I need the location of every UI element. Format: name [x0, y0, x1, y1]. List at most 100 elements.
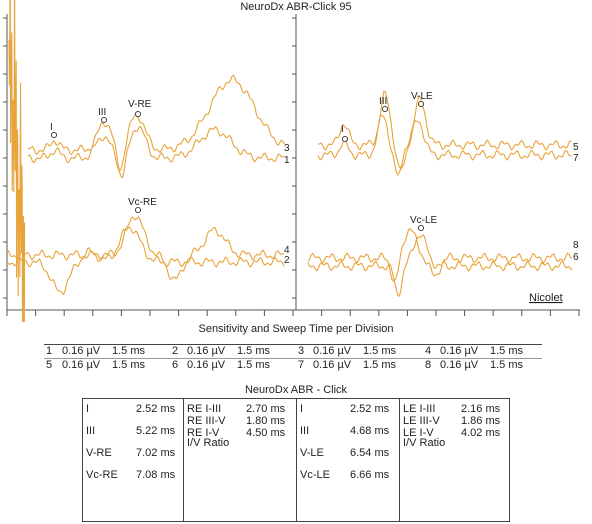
sweep-time-value: 1.5 ms: [112, 359, 146, 371]
trace-7: [317, 114, 572, 177]
sensitivity-value: 0.16 µV: [187, 345, 226, 357]
nicolet-watermark: Nicolet: [529, 292, 563, 304]
le-interval-label: LE I-V: [403, 427, 434, 439]
sweep-time-value: 1.5 ms: [363, 359, 397, 371]
re-interval-value: 1.80 ms: [246, 415, 286, 427]
trace-5: [317, 90, 572, 170]
le-iv-ratio-label: I/V Ratio: [403, 437, 446, 449]
re-latency-label: III: [86, 425, 96, 437]
sweep-time-value: 1.5 ms: [112, 345, 146, 357]
re-interval-value: 4.50 ms: [246, 427, 286, 439]
le-latency-value: 6.54 ms: [350, 447, 390, 459]
channel-number: 8: [425, 359, 432, 371]
peak-marker-I-RE: [50, 131, 58, 139]
re-latency-column: I 2.52 ms III 5.22 ms V-RE 7.02 ms Vc-RE…: [83, 399, 184, 521]
le-latency-label: III: [300, 425, 310, 437]
channel-number: 7: [298, 359, 305, 371]
le-latency-label: Vc-LE: [300, 469, 330, 481]
sensitivity-value: 0.16 µV: [440, 359, 479, 371]
sweep-time-value: 1.5 ms: [363, 345, 397, 357]
le-latency-column: I 2.52 ms III 4.68 ms V-LE 6.54 ms Vc-LE…: [296, 399, 400, 521]
window-title: NeuroDx ABR-Click 95: [240, 1, 352, 13]
peak-marker-Vc-RE: [134, 206, 142, 214]
trace-3: [27, 74, 285, 173]
peak-label-V-LE: V-LE: [411, 91, 433, 102]
sweep-time-value: 1.5 ms: [490, 345, 524, 357]
trace-number-3: 3: [284, 143, 290, 154]
peak-label-V-RE: V-RE: [128, 99, 152, 110]
waveform-traces: [7, 0, 573, 322]
peak-marker-I-LE: [341, 135, 349, 143]
re-latency-label: Vc-RE: [86, 469, 118, 481]
trace-2: [7, 226, 285, 296]
sensitivity-caption: Sensitivity and Sweep Time per Division: [198, 323, 394, 335]
x-ticks: [6, 310, 580, 316]
le-latency-value: 6.66 ms: [350, 469, 390, 481]
sensitivity-value: 0.16 µV: [62, 359, 101, 371]
peak-label-I-RE: I: [50, 122, 53, 133]
sensitivity-value: 0.16 µV: [62, 345, 101, 357]
results-title: NeuroDx ABR - Click: [244, 384, 348, 396]
peak-marker-V-LE: [417, 100, 425, 108]
trace-4: [7, 216, 285, 280]
trace-number-5: 5: [573, 142, 579, 153]
trace-number-4: 4: [284, 245, 290, 256]
sweep-time-value: 1.5 ms: [237, 345, 271, 357]
re-interval-value: 2.70 ms: [246, 403, 286, 415]
sensitivity-row-1: 1 0.16 µV 1.5 ms 2 0.16 µV 1.5 ms 3 0.16…: [0, 345, 592, 358]
re-interval-label: RE III-V: [187, 415, 226, 427]
re-interval-column: RE I-III 2.70 ms RE III-V 1.80 ms RE I-V…: [183, 399, 297, 521]
abr-waveform-plot: I III V-RE Vc-RE I III V-LE Vc-LE 3 1 4 …: [3, 0, 580, 322]
sensitivity-rule: [44, 344, 542, 345]
peak-marker-Vc-LE: [417, 224, 425, 232]
trace-number-7: 7: [573, 153, 579, 164]
re-latency-label: V-RE: [86, 447, 112, 459]
sweep-time-value: 1.5 ms: [490, 359, 524, 371]
channel-number: 6: [172, 359, 179, 371]
channel-number: 1: [46, 345, 53, 357]
le-interval-value: 2.16 ms: [461, 403, 501, 415]
le-latency-label: I: [300, 403, 304, 415]
re-interval-label: RE I-III: [187, 403, 222, 415]
stimulus-artifact-trace: [8, 0, 26, 322]
le-latency-value: 2.52 ms: [350, 403, 390, 415]
trace-1: [27, 125, 285, 179]
re-latency-value: 5.22 ms: [136, 425, 176, 437]
trace-number-8: 8: [573, 240, 579, 251]
re-interval-label: RE I-V: [187, 427, 220, 439]
peak-label-Vc-RE: Vc-RE: [128, 197, 157, 208]
sensitivity-value: 0.16 µV: [313, 359, 352, 371]
channel-number: 2: [172, 345, 179, 357]
le-interval-value: 1.86 ms: [461, 415, 501, 427]
sensitivity-value: 0.16 µV: [187, 359, 226, 371]
sensitivity-value: 0.16 µV: [440, 345, 479, 357]
peak-markers: [50, 100, 425, 232]
trace-number-2: 2: [284, 255, 290, 266]
le-interval-value: 4.02 ms: [461, 427, 501, 439]
peak-label-Vc-LE: Vc-LE: [410, 215, 438, 226]
peak-marker-III-LE: [381, 105, 389, 113]
peak-marker-V-RE: [134, 110, 142, 118]
sensitivity-value: 0.16 µV: [313, 345, 352, 357]
le-interval-label: LE III-V: [403, 415, 440, 427]
sensitivity-divider: [44, 358, 542, 359]
le-latency-value: 4.68 ms: [350, 425, 390, 437]
re-latency-label: I: [86, 403, 90, 415]
sweep-time-value: 1.5 ms: [237, 359, 271, 371]
peak-label-III-LE: III: [379, 96, 387, 107]
re-iv-ratio-label: I/V Ratio: [187, 437, 230, 449]
channel-number: 5: [46, 359, 53, 371]
trace-8: [307, 227, 573, 282]
re-latency-value: 7.08 ms: [136, 469, 176, 481]
y-ticks: [3, 17, 296, 299]
peak-label-I-LE: I: [341, 124, 344, 135]
channel-number: 3: [298, 345, 305, 357]
re-latency-value: 2.52 ms: [136, 403, 176, 415]
peak-label-III-RE: III: [98, 107, 106, 118]
peak-marker-III-RE: [100, 116, 108, 124]
trace-number-6: 6: [573, 252, 579, 263]
re-latency-value: 7.02 ms: [136, 447, 176, 459]
le-latency-label: V-LE: [300, 447, 324, 459]
le-interval-label: LE I-III: [403, 403, 436, 415]
sensitivity-row-2: 5 0.16 µV 1.5 ms 6 0.16 µV 1.5 ms 7 0.16…: [0, 359, 592, 372]
